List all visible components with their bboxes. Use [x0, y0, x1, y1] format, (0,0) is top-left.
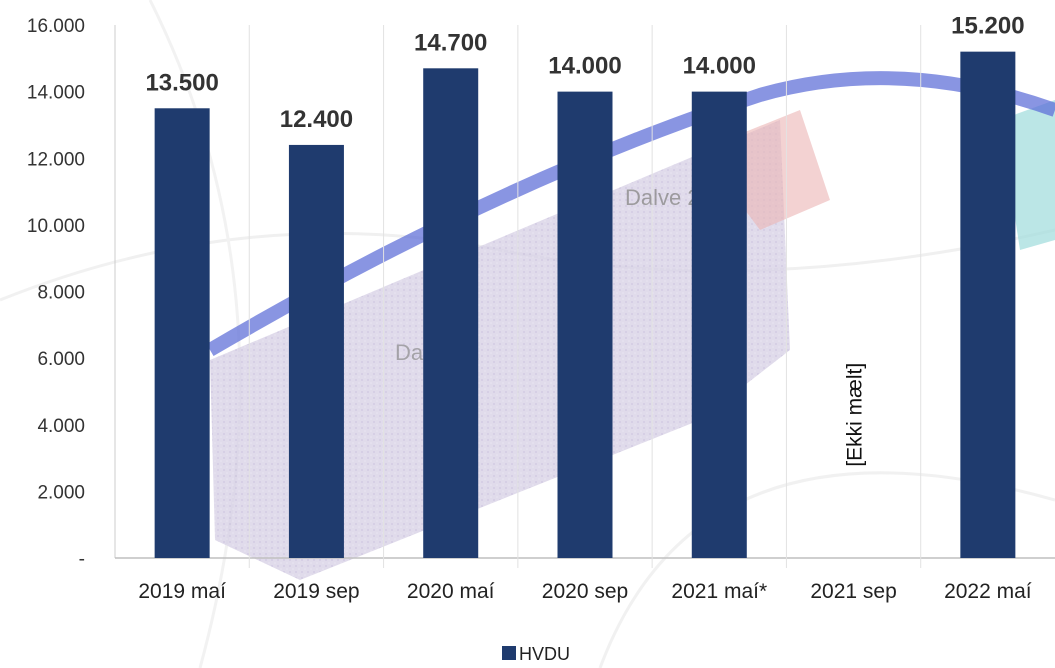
y-tick-label: 14.000: [27, 83, 85, 104]
x-tick-label: 2020 sep: [542, 580, 628, 603]
y-tick-label: 4.000: [37, 416, 85, 437]
data-label: 14.700: [414, 29, 487, 56]
bar: [154, 108, 210, 558]
y-tick-label: 2.000: [37, 482, 85, 503]
bar: [691, 91, 747, 558]
data-label: 15.200: [951, 13, 1024, 40]
data-label: 14.000: [683, 53, 756, 80]
y-tick-label: 8.000: [37, 283, 85, 304]
x-tick-label: 2022 maí: [944, 580, 1032, 603]
map-area-lavender: [210, 120, 790, 580]
data-label: 14.000: [548, 53, 621, 80]
legend: HVDU: [502, 644, 570, 664]
bar: [557, 91, 613, 558]
x-tick-label: 2019 sep: [273, 580, 359, 603]
map-road-line: [148, 0, 242, 668]
legend-swatch: [502, 646, 516, 660]
data-label: 12.400: [280, 106, 353, 133]
x-tick-label: 2021 maí*: [671, 580, 767, 603]
y-tick-label: 12.000: [27, 149, 85, 170]
y-tick-label: 10.000: [27, 216, 85, 237]
y-tick-label: 16.000: [27, 16, 85, 37]
y-tick-label: 6.000: [37, 349, 85, 370]
data-label: 13.500: [145, 69, 218, 96]
bar: [960, 51, 1016, 559]
annotation-not-measured: [Ekki mælt]: [844, 363, 867, 467]
y-tick-label: -: [79, 549, 85, 570]
bar: [423, 68, 479, 559]
bar: [288, 144, 344, 559]
x-tick-label: 2019 maí: [138, 580, 226, 603]
x-tick-label: 2020 maí: [407, 580, 495, 603]
legend-label: HVDU: [519, 644, 570, 664]
x-tick-label: 2021 sep: [810, 580, 896, 603]
